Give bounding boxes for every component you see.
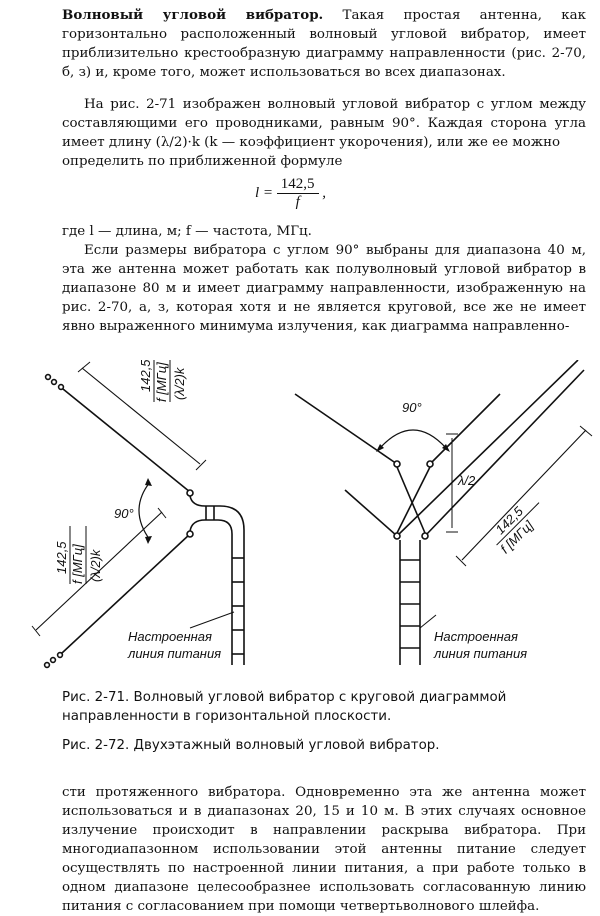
paragraph-4: где l — длина, м; f — частота, МГц. [62, 224, 312, 239]
paragraph-2: На рис. 2-71 изображен волновый угловой … [62, 97, 586, 150]
paragraph-3: определить по приближенной формуле [62, 154, 343, 169]
left-feed-label-2: линия питания [127, 646, 221, 661]
caption-fig-2-72: Рис. 2-72. Двухэтажный волновый угловой … [62, 738, 440, 753]
paragraph-1-body: Такая простая антенна, как горизонтально… [62, 8, 586, 80]
left-dim-top-3: (λ/2)k [172, 366, 187, 400]
right-feed-label-2: линия питания [433, 646, 527, 661]
left-dim-bottom-1: 142,5 [54, 541, 69, 574]
right-half-wave-label: λ/2 [457, 473, 476, 488]
formula-tail: , [322, 184, 327, 201]
left-angle-label: 90° [114, 506, 134, 521]
figure-2-71-diagram [31, 361, 245, 669]
left-dim-bottom-3: (λ/2)k [88, 548, 103, 582]
length-formula: l = 142,5 f , [255, 176, 326, 211]
left-feed-label-1: Настроенная [128, 629, 212, 644]
paragraph-1: Волновый угловой вибратор. Такая простая… [62, 6, 586, 82]
right-angle-label: 90° [402, 400, 422, 415]
paragraph-6: сти протяженного вибратора. Одновременно… [62, 785, 586, 914]
caption-fig-2-71: Рис. 2-71. Волновый угловой вибратор с к… [62, 690, 507, 724]
left-dim-bottom-2: f [МГц] [70, 544, 85, 584]
paragraph-1-title: Волновый угловой вибратор. [62, 7, 324, 23]
formula-lhs: l = [255, 184, 274, 201]
formula-numerator: 142,5 [276, 176, 319, 194]
antenna-figures: 142,5 f [МГц] (λ/2)k 142,5 f [МГц] (λ/2)… [31, 360, 593, 669]
left-dim-top-2: f [МГц] [154, 362, 169, 402]
figure-2-72-diagram [294, 360, 593, 665]
paragraph-5: Если размеры вибратора с углом 90° выбра… [62, 243, 586, 334]
formula-fraction: 142,5 f [276, 176, 319, 211]
formula-denominator: f [295, 194, 300, 210]
right-feed-label-1: Настроенная [434, 629, 518, 644]
figure-2-71-labels: 142,5 f [МГц] (λ/2)k 142,5 f [МГц] (λ/2)… [54, 360, 221, 661]
left-dim-top-1: 142,5 [138, 360, 153, 392]
